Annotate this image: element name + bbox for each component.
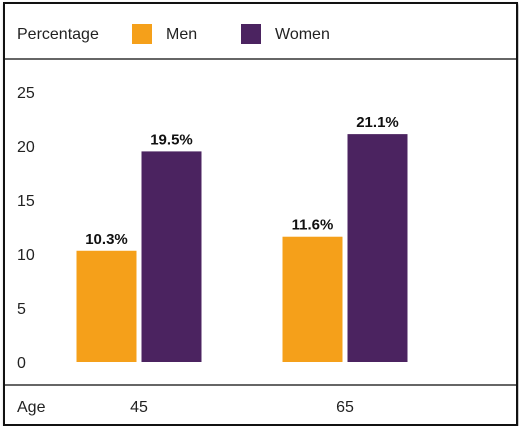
bar-value-label: 11.6% — [292, 217, 334, 234]
legend-swatch-men — [132, 24, 152, 44]
chart-frame: Percentage Men Women 0 5 10 15 20 25 10.3% 19.… — [3, 2, 518, 426]
y-tick-label: 20 — [17, 139, 35, 156]
x-tick-label: 45 — [130, 399, 148, 416]
bar-value-label: 19.5% — [150, 131, 193, 148]
bar-men-65 — [282, 236, 343, 362]
bar-chart: Percentage Men Women 0 5 10 15 20 25 10.3% 19.… — [5, 24, 516, 416]
x-axis-ticks: 45 65 — [130, 399, 354, 416]
y-tick-label: 25 — [17, 85, 35, 102]
bar-men-45 — [76, 250, 137, 362]
y-tick-label: 5 — [17, 301, 26, 318]
bar-women-65 — [347, 134, 408, 362]
x-axis-title: Age — [17, 399, 46, 416]
bar-value-label: 21.1% — [356, 114, 399, 131]
legend-label-women: Women — [275, 26, 330, 43]
y-tick-label: 15 — [17, 193, 35, 210]
y-axis-ticks: 0 5 10 15 20 25 — [17, 85, 35, 372]
bar-value-labels: 10.3% 19.5% 11.6% 21.1% — [85, 114, 399, 248]
bar-women-45 — [141, 151, 202, 362]
bars — [76, 134, 408, 362]
chart-header: Percentage Men Women — [17, 24, 330, 44]
y-tick-label: 0 — [17, 355, 26, 372]
y-tick-label: 10 — [17, 247, 35, 264]
legend-swatch-women — [241, 24, 261, 44]
y-axis-title: Percentage — [17, 26, 99, 43]
x-tick-label: 65 — [336, 399, 354, 416]
legend-label-men: Men — [166, 26, 197, 43]
bar-value-label: 10.3% — [85, 231, 128, 248]
